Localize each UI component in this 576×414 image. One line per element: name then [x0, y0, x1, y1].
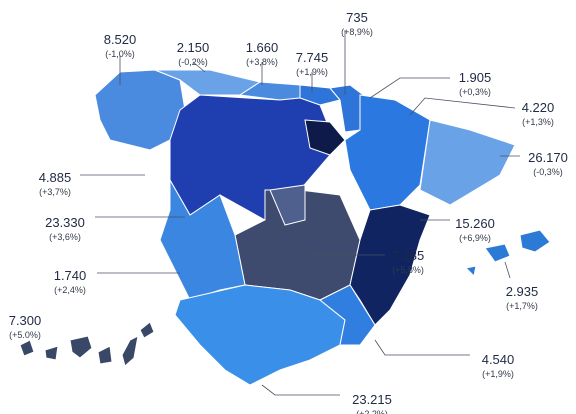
- region-value: 2.150: [177, 40, 210, 55]
- region-value: 1.905: [459, 70, 492, 85]
- region-value: 4.220: [522, 100, 555, 115]
- region-balearics: [484, 243, 511, 263]
- region-value: 8.520: [104, 32, 137, 47]
- region-value: 7.745: [296, 50, 329, 65]
- region-change: (+1,7%): [506, 301, 538, 311]
- region-change: (+0,3%): [459, 87, 491, 97]
- region-canaries: [97, 345, 113, 365]
- leader-line: [409, 97, 516, 116]
- region-canaries: [121, 335, 139, 367]
- region-change: (+6,9%): [459, 233, 491, 243]
- region-value: 23.215: [352, 392, 392, 407]
- region-value: 7.300: [9, 313, 42, 328]
- region-change: (+3,8%): [246, 57, 278, 67]
- region-change: (+1,9%): [482, 369, 514, 379]
- region-balearics: [464, 265, 477, 278]
- region-canaries: [19, 339, 35, 357]
- region-change: (-1,0%): [105, 49, 135, 59]
- leader-line: [374, 339, 470, 356]
- region-change: (+1,3%): [522, 117, 554, 127]
- region-basque: [299, 84, 341, 106]
- region-value: 1.660: [246, 40, 279, 55]
- region-value: 23.330: [45, 215, 85, 230]
- region-change: (+2,2%): [356, 409, 388, 414]
- region-canaries: [139, 321, 155, 339]
- region-change: (+5.0%): [9, 330, 41, 340]
- region-value: 4.540: [482, 352, 515, 367]
- region-value: 4.885: [39, 170, 72, 185]
- region-value: 735: [346, 10, 368, 25]
- region-change: (+3,6%): [49, 232, 81, 242]
- region-canaries: [44, 345, 59, 361]
- leader-line: [504, 261, 511, 279]
- region-la-rioja: [304, 119, 346, 156]
- region-change: (+8,9%): [341, 27, 373, 37]
- region-change: (+3,7%): [39, 187, 71, 197]
- regions: [19, 69, 551, 386]
- region-value: 15.260: [455, 216, 495, 231]
- leader-line: [192, 61, 206, 73]
- region-change: (+1,9%): [296, 67, 328, 77]
- region-change: (-0,2%): [178, 57, 208, 67]
- region-catalonia: [419, 119, 516, 206]
- region-value: 1.740: [54, 268, 87, 283]
- region-change: (+2,4%): [54, 285, 86, 295]
- region-andalusia: [174, 284, 346, 386]
- leader-line: [261, 384, 340, 396]
- region-extremadura: [159, 178, 246, 301]
- region-value: 2.935: [506, 284, 539, 299]
- region-change: (+5,8%): [392, 265, 424, 275]
- region-valencia: [349, 204, 431, 326]
- region-murcia: [319, 284, 376, 346]
- region-value: 7.185: [392, 248, 425, 263]
- leader-line: [369, 77, 450, 99]
- region-value: 26.170: [528, 150, 568, 165]
- region-change: (-0,3%): [533, 167, 563, 177]
- region-canaries: [69, 335, 93, 359]
- region-balearics: [519, 229, 551, 253]
- region-madrid: [269, 184, 306, 226]
